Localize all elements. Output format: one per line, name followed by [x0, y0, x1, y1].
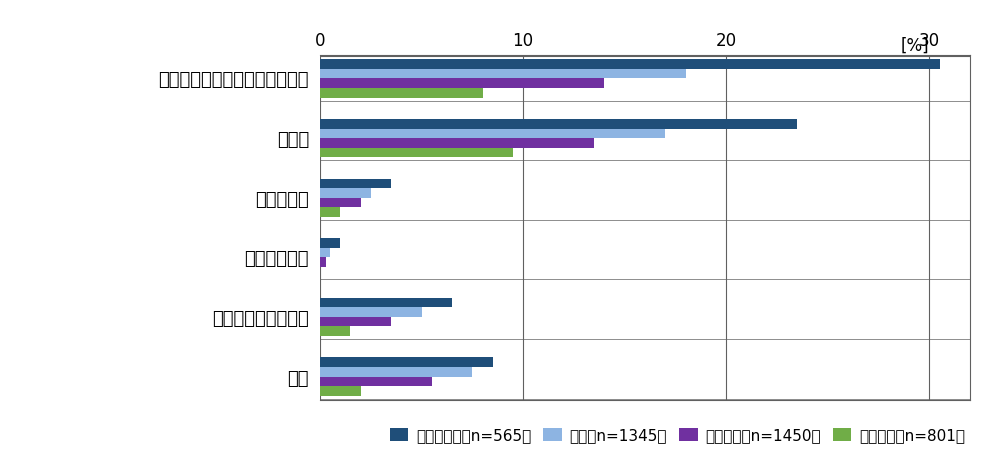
Bar [320, 367, 472, 377]
Bar [320, 179, 391, 188]
Bar [320, 59, 940, 69]
Bar [320, 197, 361, 207]
Bar [320, 386, 361, 396]
Bar [320, 308, 422, 317]
Bar [320, 147, 513, 157]
Bar [320, 69, 686, 78]
Text: [%]: [%] [901, 36, 929, 55]
Bar [320, 128, 665, 138]
Bar [320, 377, 432, 386]
Bar [320, 317, 391, 327]
Legend: 非常に寒い（n=565）, 寒い（n=1345）, 少し寒い（n=1450）, 寒くない（n=801）: 非常に寒い（n=565）, 寒い（n=1345）, 少し寒い（n=1450）, … [384, 422, 971, 449]
Bar [320, 258, 326, 267]
Bar [320, 358, 493, 367]
Bar [320, 188, 371, 197]
Bar [320, 298, 452, 308]
Bar [320, 119, 797, 128]
Bar [320, 238, 340, 248]
Bar [320, 138, 594, 147]
Bar [320, 78, 604, 88]
Bar [320, 207, 340, 217]
Bar [320, 248, 330, 258]
Bar [320, 327, 350, 336]
Bar [320, 88, 482, 97]
